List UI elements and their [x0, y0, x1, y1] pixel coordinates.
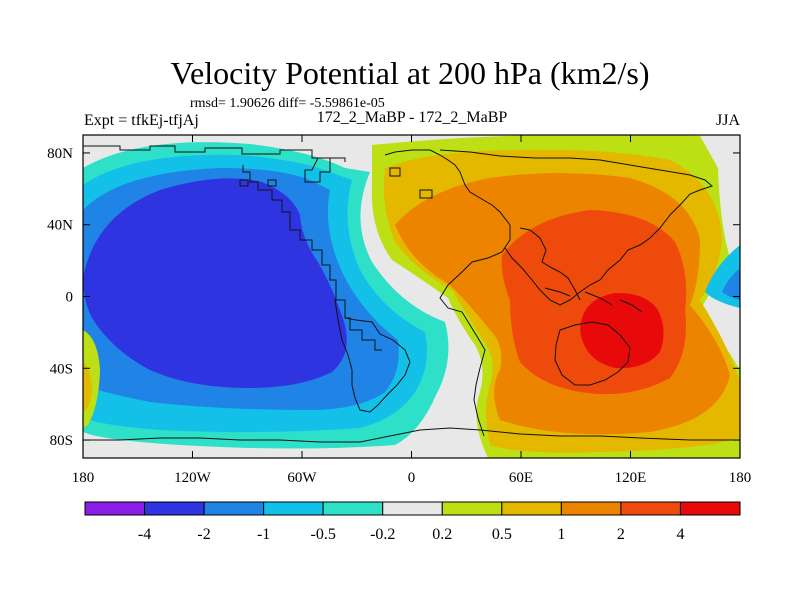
edge-features	[83, 245, 740, 428]
contour-pos-4	[580, 292, 664, 369]
colorbar-swatch	[203, 501, 265, 516]
west-edge-positive-core	[83, 360, 92, 412]
colorbar-label: -0.5	[311, 526, 336, 543]
coast-eurasia	[439, 149, 713, 306]
y-tick-label: 80S	[50, 433, 73, 449]
colorbar-swatch	[144, 501, 205, 516]
colorbar-label: 0.2	[432, 526, 452, 543]
colorbar-label: -0.2	[370, 526, 395, 543]
colorbar-label: 2	[617, 526, 625, 543]
coast-islands	[239, 167, 433, 199]
coast-europe-africa	[384, 149, 511, 437]
colorbar-label: 1	[557, 526, 565, 543]
positive-potential-region	[371, 135, 740, 458]
x-tick-label: 120W	[174, 470, 212, 486]
colorbar-swatch	[501, 501, 562, 516]
colorbar-swatch	[620, 501, 681, 516]
chart-title: Velocity Potential at 200 hPa (km2/s)	[170, 55, 649, 91]
colorbar-swatch	[382, 501, 443, 516]
coast-arabia-india	[519, 227, 581, 301]
x-axis: 180 120W 60W 0 60E 120E 180	[72, 135, 752, 486]
y-tick-label: 0	[66, 290, 74, 306]
x-tick-label: 0	[408, 470, 416, 486]
coast-arctic-north	[83, 145, 346, 162]
coast-south-america	[334, 299, 411, 413]
coast-australia	[554, 321, 631, 386]
colorbar-label: -1	[257, 526, 270, 543]
colorbar-label: -4	[138, 526, 151, 543]
colorbar-swatch	[560, 501, 622, 516]
experiment-label: Expt = tfkEj-tfjAj	[84, 112, 199, 129]
y-tick-label: 40S	[50, 361, 73, 377]
coast-greenland	[304, 157, 331, 183]
x-tick-label: 180	[729, 470, 752, 486]
colorbar-swatch	[84, 501, 146, 516]
coast-north-america	[242, 165, 382, 351]
colorbar-label: 0.5	[492, 526, 512, 543]
contour-neg-2	[83, 178, 347, 388]
case-label: 172_2_MaBP - 172_2_MaBP	[317, 109, 508, 126]
colorbar-label: -2	[197, 526, 210, 543]
stats-line: rmsd= 1.90626 diff= -5.59861e-05	[190, 96, 385, 111]
coast-indonesia	[544, 287, 643, 313]
colorbar-swatch	[679, 501, 741, 516]
x-tick-label: 180	[72, 470, 95, 486]
coast-antarctica	[83, 427, 740, 443]
colorbar-label: 4	[676, 526, 684, 543]
season-label: JJA	[716, 112, 740, 129]
colorbar-swatch	[263, 501, 324, 516]
east-edge-negative-core	[722, 268, 740, 300]
coastlines	[83, 145, 740, 443]
y-tick-label: 80N	[47, 146, 73, 162]
x-tick-label: 60E	[509, 470, 533, 486]
x-tick-label: 60W	[287, 470, 317, 486]
x-tick-label: 120E	[615, 470, 647, 486]
colorbar-swatch	[322, 501, 384, 516]
negative-potential-region	[83, 142, 449, 449]
y-axis: 80N 40N 0 40S 80S	[47, 146, 740, 449]
y-tick-label: 40N	[47, 218, 73, 234]
colorbar-swatch	[441, 501, 503, 516]
colorbar: -4 -2 -1 -0.5 -0.2 0.2 0.5 1 2 4	[84, 501, 741, 543]
